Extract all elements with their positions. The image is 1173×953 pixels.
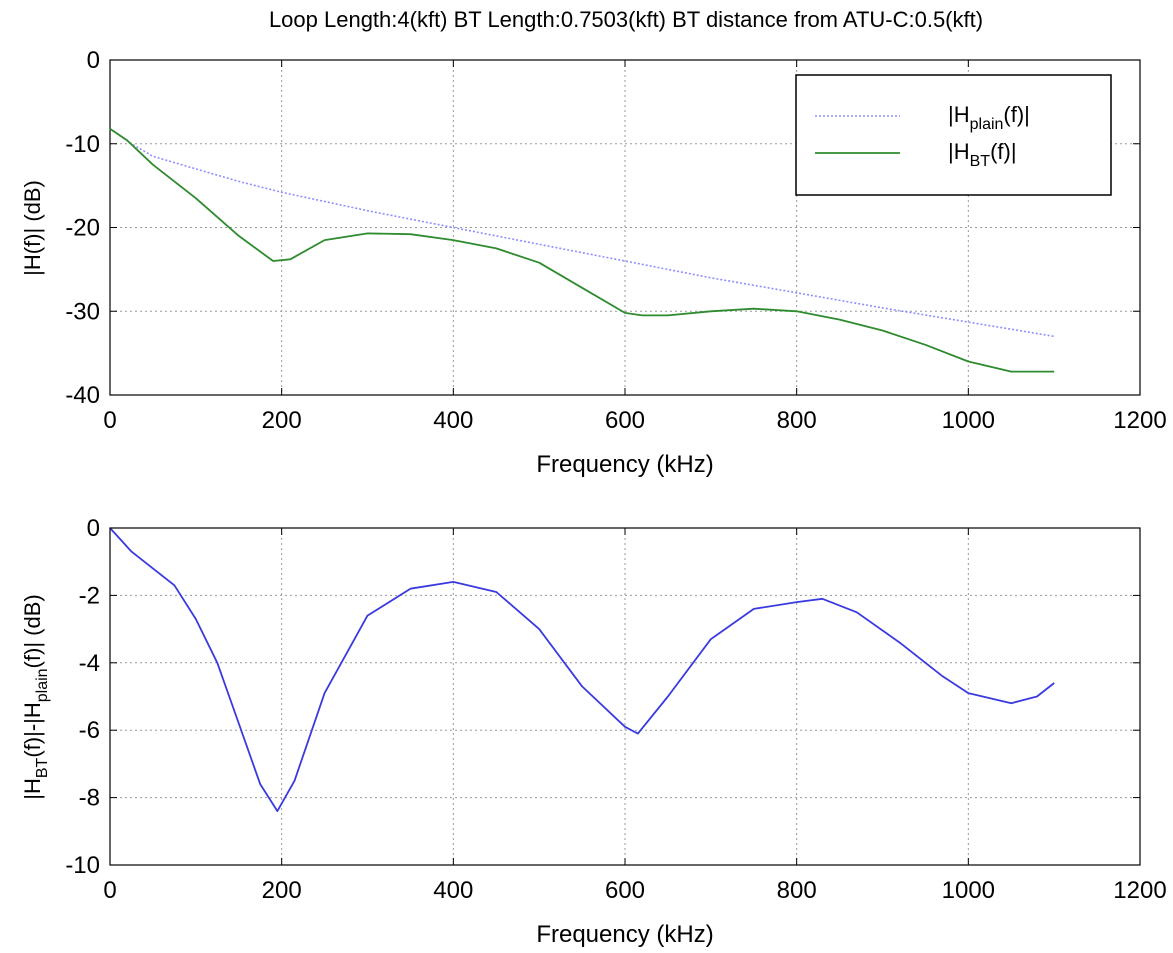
bottom-plot-lines: [109, 527, 1055, 812]
bottom-ytick-label: 0: [87, 515, 100, 542]
bottom-ytick-label: -8: [79, 785, 100, 812]
top-ylabel: |H(f)| (dB): [20, 180, 45, 276]
bottom-plot: 0 200 400 600 800 1000 1200 0 -2 -4 -6 -8 -10 Freque…: [20, 515, 1167, 948]
bottom-xtick-label: 1200: [1113, 877, 1166, 904]
top-ytick-label: -10: [65, 131, 100, 158]
legend-label-bt: |HBT(f)|: [948, 139, 1017, 170]
top-series-line-bt: [109, 127, 1055, 373]
bottom-xtick-label: 800: [777, 877, 817, 904]
top-ytick-label: -40: [65, 382, 100, 409]
top-xtick-label: 0: [103, 407, 116, 434]
top-plot-ticks: 0 200 400 600 800 1000 1200 0 -10 -20 -30 -40: [65, 47, 1166, 434]
bottom-ytick-label: -6: [79, 717, 100, 744]
top-xtick-label: 600: [605, 407, 645, 434]
bottom-xtick-label: 600: [605, 877, 645, 904]
bottom-plot-grid: [110, 528, 1140, 865]
bottom-ytick-label: -10: [65, 852, 100, 879]
bottom-xtick-label: 1000: [942, 877, 995, 904]
top-xlabel: Frequency (kHz): [536, 451, 713, 478]
bottom-ytick-label: -4: [79, 650, 100, 677]
top-xtick-label: 200: [262, 407, 302, 434]
top-ytick-label: -30: [65, 298, 100, 325]
bottom-ylabel: |HBT(f)|-|Hplain(f)| (dB): [20, 594, 51, 799]
top-ytick-label: 0: [87, 47, 100, 74]
legend-label-plain: |Hplain(f)|: [948, 102, 1030, 133]
bottom-plot-ticks: 0 200 400 600 800 1000 1200 0 -2 -4 -6 -8 -10: [65, 515, 1166, 904]
top-xtick-label: 400: [433, 407, 473, 434]
figure-title: Loop Length:4(kft) BT Length:0.7503(kft)…: [269, 7, 983, 32]
legend-box: [795, 74, 1112, 196]
bottom-xtick-label: 400: [433, 877, 473, 904]
top-plot-lines: [109, 127, 1055, 373]
bottom-series-line-diff: [109, 527, 1055, 812]
bottom-xtick-label: 0: [103, 877, 116, 904]
legend: |Hplain(f)| |HBT(f)|: [795, 74, 1112, 196]
bottom-xlabel: Frequency (kHz): [536, 921, 713, 948]
bottom-xtick-label: 200: [262, 877, 302, 904]
top-xtick-label: 1200: [1113, 407, 1166, 434]
top-series-line-plain: [109, 128, 1055, 338]
bottom-ytick-label: -2: [79, 582, 100, 609]
top-xtick-label: 1000: [942, 407, 995, 434]
top-xtick-label: 800: [777, 407, 817, 434]
top-plot: 0 200 400 600 800 1000 1200 0 -10 -20 -30 -40 Frequ…: [20, 47, 1167, 478]
top-ytick-label: -20: [65, 215, 100, 242]
